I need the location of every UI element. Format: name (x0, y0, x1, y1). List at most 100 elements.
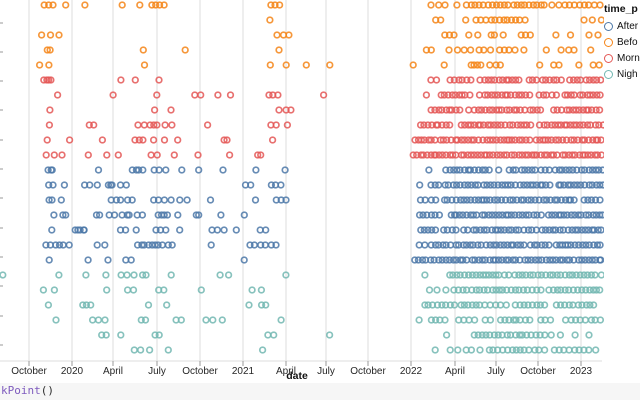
data-point (513, 121, 521, 129)
data-point (548, 91, 556, 99)
data-point (146, 121, 154, 129)
data-point (580, 136, 589, 144)
data-point (511, 46, 519, 54)
data-point (101, 316, 109, 324)
data-point (566, 181, 575, 189)
data-point (511, 286, 520, 294)
data-point (572, 121, 581, 129)
data-point (560, 301, 569, 309)
data-point (452, 196, 460, 204)
data-point (443, 196, 451, 204)
data-point (537, 271, 546, 279)
data-point (477, 61, 485, 69)
data-point (131, 136, 139, 144)
data-point (117, 271, 125, 279)
legend-item-after: After (602, 18, 640, 34)
data-point (478, 256, 487, 264)
data-point (533, 241, 541, 249)
data-point (452, 106, 460, 114)
data-point (441, 1, 449, 9)
data-point (471, 1, 479, 9)
data-point (452, 181, 461, 189)
data-point (580, 271, 588, 279)
data-point (495, 16, 504, 24)
data-point (478, 331, 486, 339)
data-point (486, 46, 495, 54)
data-point (585, 166, 593, 174)
points-layer (0, 1, 604, 354)
data-point (599, 121, 604, 129)
data-point (240, 211, 248, 219)
data-point (267, 181, 276, 189)
data-point (584, 151, 592, 159)
data-point (430, 256, 438, 264)
data-point (177, 316, 185, 324)
data-point (453, 46, 462, 54)
data-point (499, 31, 507, 39)
data-point (127, 256, 135, 264)
data-point (158, 241, 167, 249)
data-point (183, 196, 191, 204)
data-point (528, 226, 536, 234)
data-point (544, 136, 552, 144)
data-point (42, 241, 50, 249)
data-point (55, 271, 63, 279)
data-point (218, 316, 226, 324)
data-point (599, 181, 604, 189)
data-point (153, 121, 161, 129)
data-point (476, 226, 485, 234)
data-point (53, 91, 62, 99)
data-point (571, 241, 579, 249)
data-point (431, 316, 440, 324)
data-point (526, 106, 534, 114)
data-point (549, 226, 557, 234)
data-point (524, 226, 533, 234)
data-point (65, 136, 74, 144)
data-point (435, 106, 443, 114)
data-point (538, 76, 547, 84)
data-point (164, 241, 172, 249)
data-point (563, 91, 572, 99)
data-point (262, 301, 270, 309)
data-point (460, 151, 468, 159)
data-point (464, 301, 472, 309)
data-point (572, 106, 580, 114)
data-point (507, 211, 516, 219)
data-point (474, 31, 482, 39)
x-tick-label: July (317, 366, 335, 377)
data-point (102, 271, 110, 279)
data-point (435, 1, 443, 9)
data-point (262, 226, 270, 234)
data-point (524, 256, 532, 264)
data-point (570, 46, 578, 54)
code-line[interactable]: kPoint() (1, 383, 640, 399)
data-point (80, 226, 88, 234)
data-point (512, 316, 520, 324)
data-point (450, 76, 458, 84)
data-point (532, 331, 540, 339)
data-point (155, 76, 163, 84)
data-point (428, 226, 436, 234)
data-point (195, 211, 203, 219)
data-point (503, 151, 511, 159)
data-point (261, 241, 269, 249)
data-point (533, 106, 541, 114)
legend-item-label: Befo (617, 36, 638, 48)
data-point (470, 331, 478, 339)
data-point (546, 181, 554, 189)
data-point (123, 271, 131, 279)
data-point (571, 151, 579, 159)
data-point (416, 196, 425, 204)
data-point (419, 211, 427, 219)
data-point (246, 241, 254, 249)
data-point (104, 181, 113, 189)
data-point (425, 286, 434, 294)
data-point (516, 346, 524, 354)
legend-swatch-circle-icon (604, 21, 613, 31)
data-point (451, 91, 460, 99)
data-point (561, 1, 569, 9)
data-point (538, 181, 547, 189)
code-cell[interactable]: kPoint() (0, 383, 640, 400)
data-point (594, 226, 602, 234)
